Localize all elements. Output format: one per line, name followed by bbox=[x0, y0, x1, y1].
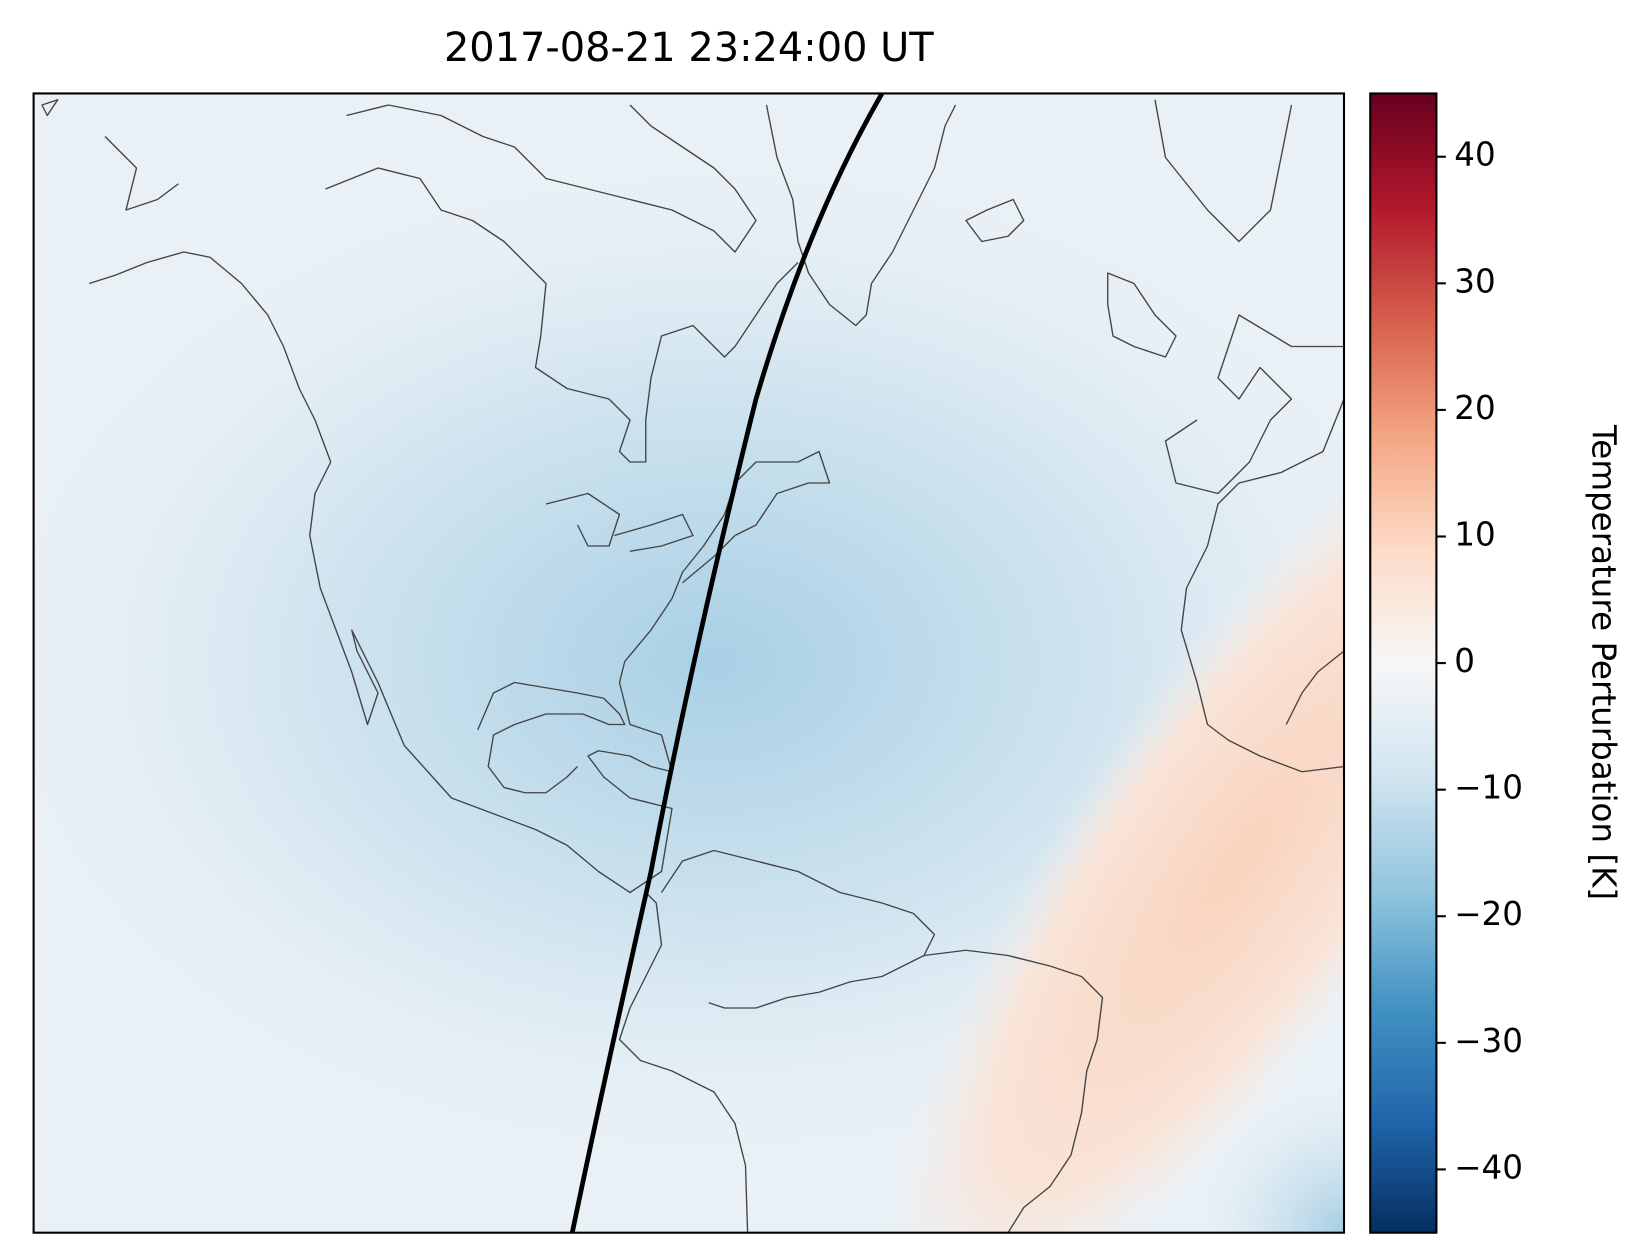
colorbar-tick-label: 20 bbox=[1454, 389, 1495, 427]
colorbar-tick-label: 40 bbox=[1454, 136, 1495, 174]
eclipse-path bbox=[569, 93, 885, 1233]
colorbar-tick-label: −30 bbox=[1454, 1022, 1523, 1060]
colorbar-tick-label: 30 bbox=[1454, 262, 1495, 300]
cold-corner bbox=[33, 93, 1344, 1233]
colorbar-tick-label: −20 bbox=[1454, 895, 1523, 933]
colorbar-tick-label: 10 bbox=[1454, 515, 1495, 553]
map-frame bbox=[32, 92, 1346, 1234]
title: 2017-08-21 23:24:00 UT bbox=[444, 25, 934, 71]
colorbar-tick-label: −40 bbox=[1454, 1148, 1523, 1186]
colorbar-tick-label: 0 bbox=[1454, 642, 1475, 680]
colorbar-tick-label: −10 bbox=[1454, 769, 1523, 807]
colorbar bbox=[1369, 92, 1438, 1234]
coastlines bbox=[41, 99, 1344, 1233]
map bbox=[33, 93, 1344, 1233]
colorbar-label: Temperature Perturbation [K] bbox=[1584, 424, 1622, 900]
